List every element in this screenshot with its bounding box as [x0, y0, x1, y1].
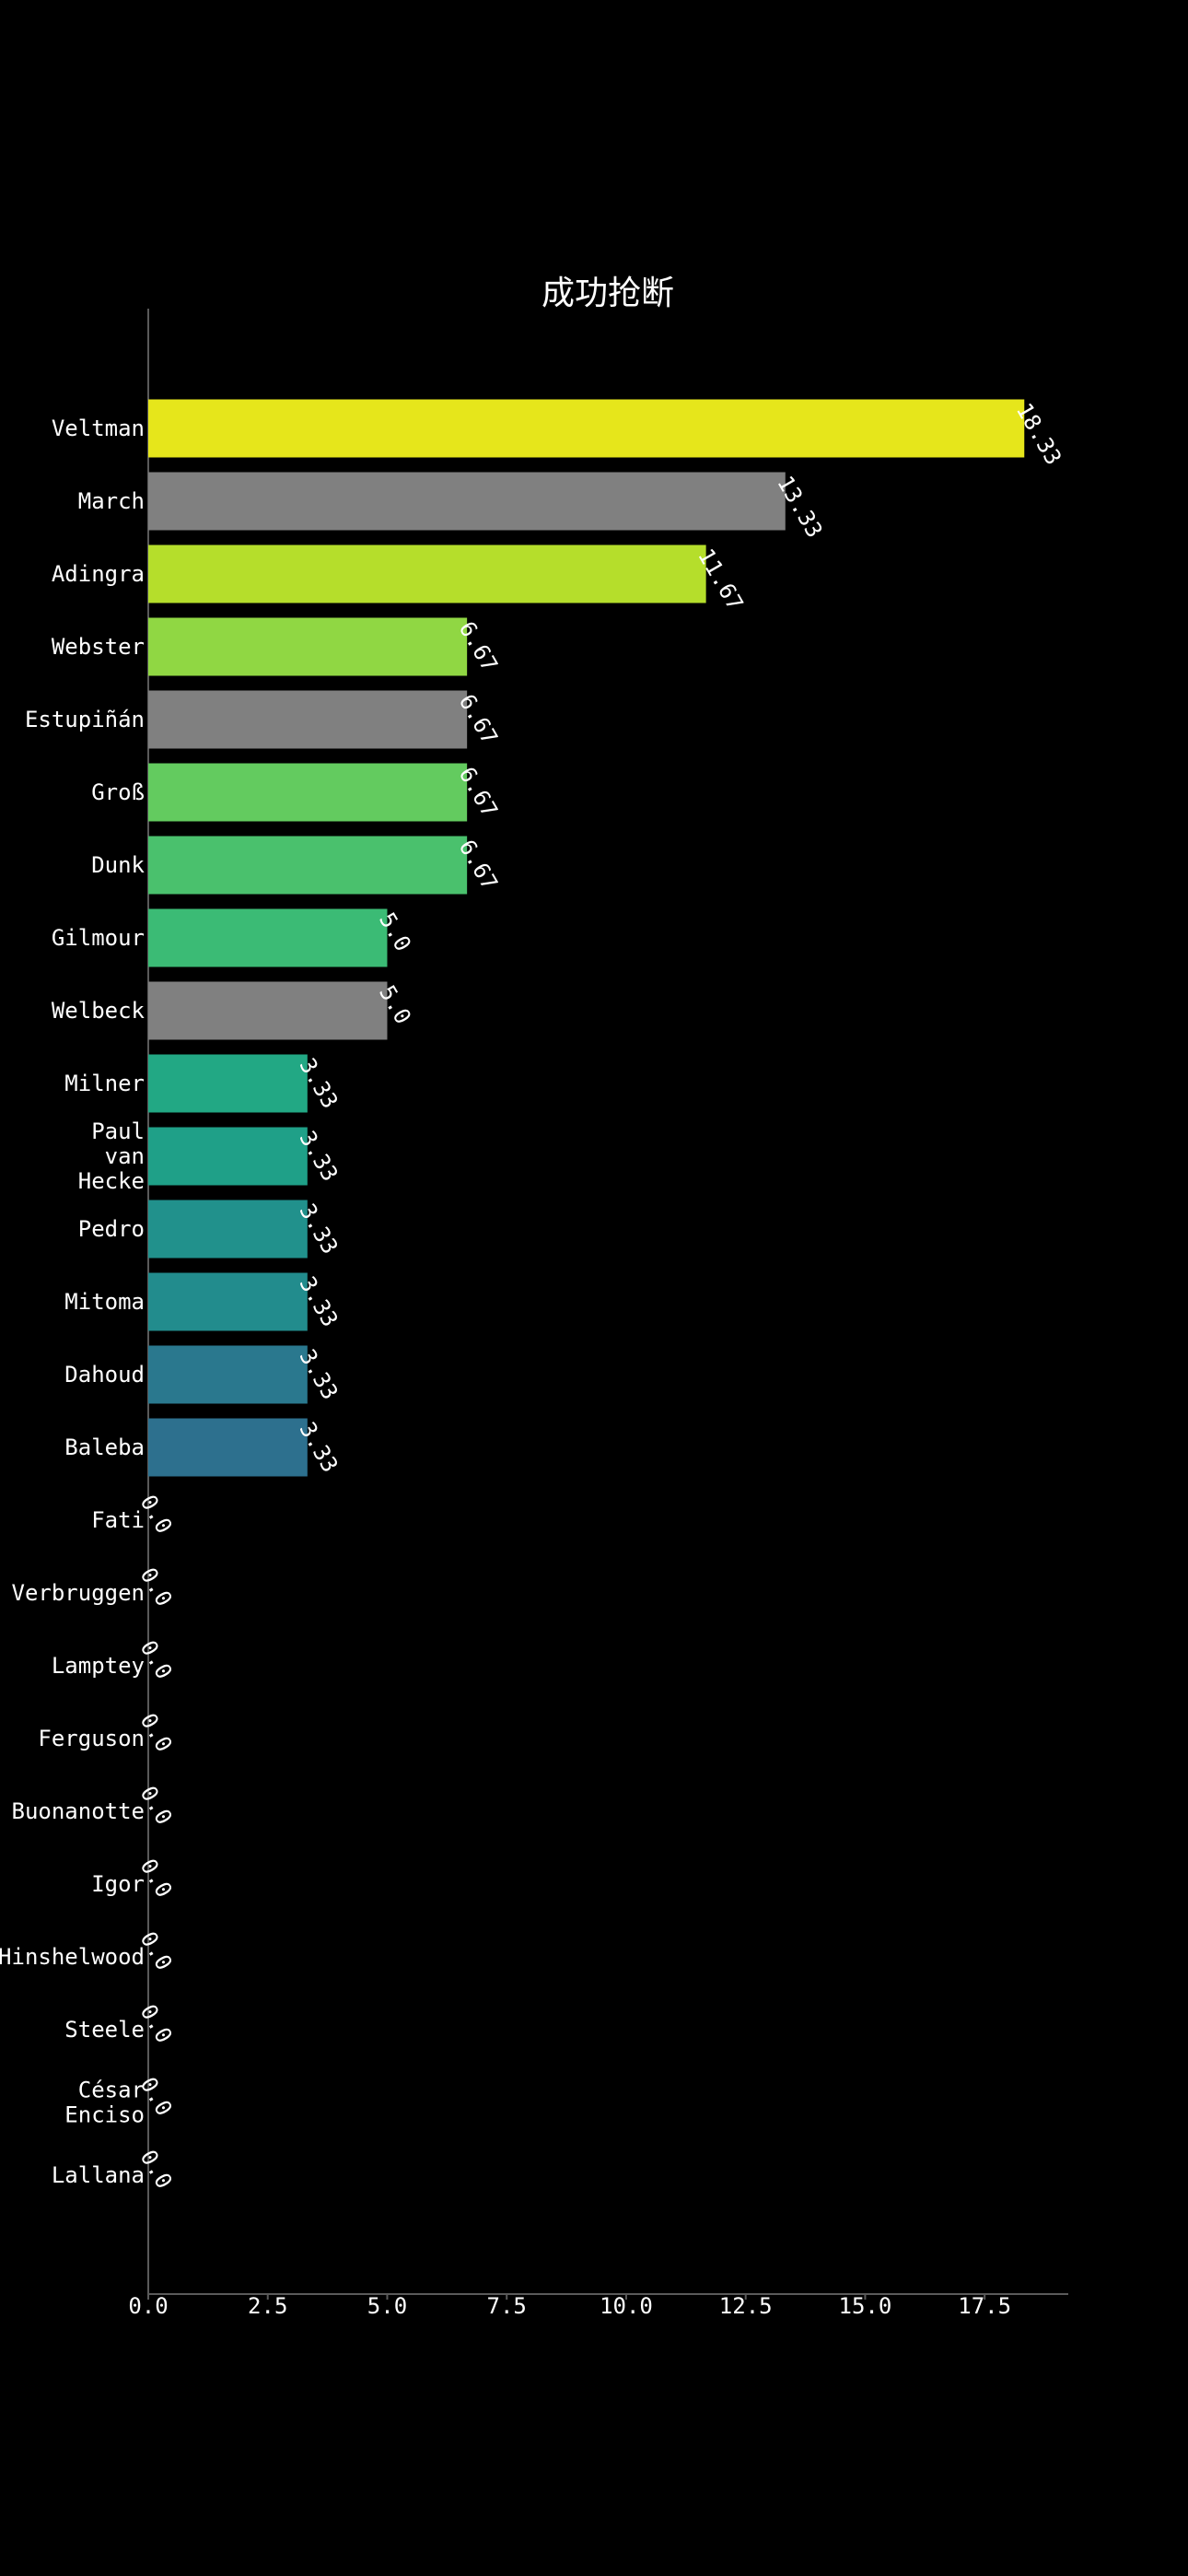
category-label: Paul van Hecke — [78, 1118, 145, 1194]
category-label: Verbruggen — [12, 1580, 146, 1606]
category-label: Buonanotte — [12, 1798, 146, 1824]
bar-webster — [148, 617, 468, 676]
bar-estupiñán — [148, 690, 468, 749]
x-tick-label: 12.5 — [719, 2293, 773, 2319]
category-label: Hinshelwood — [0, 1944, 145, 1970]
bar-group: Paul van Hecke 3.33 — [78, 1118, 344, 1194]
category-label: Webster — [52, 634, 145, 660]
bar-welbeck — [148, 981, 388, 1040]
bar-pedro — [148, 1200, 308, 1259]
bar-group: Dahoud 3.33 — [64, 1345, 343, 1404]
category-label: March — [78, 488, 145, 514]
bar-group: Mitoma 3.33 — [64, 1272, 343, 1331]
bar-group: March 13.33 — [78, 472, 828, 543]
category-label: Groß — [91, 779, 145, 805]
bar-gilmour — [148, 908, 388, 967]
bar-group: Welbeck 5.0 — [52, 981, 416, 1040]
category-label: Igor — [91, 1871, 145, 1897]
chart-title: 成功抢断 — [542, 275, 674, 312]
bar-groß — [148, 763, 468, 822]
bar-group: Baleba 3.33 — [64, 1418, 343, 1477]
x-ticks-layer: 0.0 2.5 5.0 7.5 10.0 12.5 15.0 17.5 — [128, 2293, 1011, 2319]
category-label: Pedro — [78, 1216, 145, 1242]
bar-baleba — [148, 1418, 308, 1477]
category-label: Lamptey — [52, 1653, 145, 1679]
category-label: Veltman — [52, 416, 145, 441]
category-label: Dahoud — [64, 1362, 145, 1388]
bar-veltman — [148, 399, 1025, 458]
bar-group: Milner 3.33 — [64, 1054, 343, 1113]
category-label: Dunk — [91, 852, 145, 878]
bar-dunk — [148, 836, 468, 895]
bar-group: Adingra 11.67 — [52, 544, 749, 615]
x-tick-label: 15.0 — [839, 2293, 892, 2319]
category-label: Gilmour — [52, 925, 145, 951]
bar-group: Dunk 6.67 — [91, 836, 503, 895]
category-label: Steele — [64, 2017, 145, 2043]
category-label: Lallana — [52, 2162, 145, 2188]
bar-group: Webster 6.67 — [52, 617, 503, 676]
bar-milner — [148, 1054, 308, 1113]
x-tick-label: 17.5 — [958, 2293, 1011, 2319]
category-label: Baleba — [64, 1434, 145, 1460]
bar-adingra — [148, 544, 706, 603]
category-label: Mitoma — [64, 1289, 145, 1315]
bar-dahoud — [148, 1345, 308, 1404]
bar-mitoma — [148, 1272, 308, 1331]
bar-paul-van-hecke — [148, 1127, 308, 1186]
category-label: Fati — [91, 1507, 145, 1533]
x-tick-label: 10.0 — [600, 2293, 653, 2319]
x-tick-label: 0.0 — [128, 2293, 168, 2319]
x-tick-label: 7.5 — [487, 2293, 527, 2319]
category-label: Ferguson — [38, 1726, 145, 1751]
bar-group: Groß 6.67 — [91, 763, 503, 822]
x-tick-label: 5.0 — [367, 2293, 407, 2319]
category-label: Adingra — [52, 561, 145, 587]
category-label: Welbeck — [52, 998, 146, 1024]
category-label: Estupiñán — [25, 707, 145, 732]
category-label: Milner — [64, 1071, 145, 1096]
x-tick-label: 2.5 — [248, 2293, 287, 2319]
bar-march — [148, 472, 786, 531]
category-label: César Enciso — [64, 2078, 145, 2128]
